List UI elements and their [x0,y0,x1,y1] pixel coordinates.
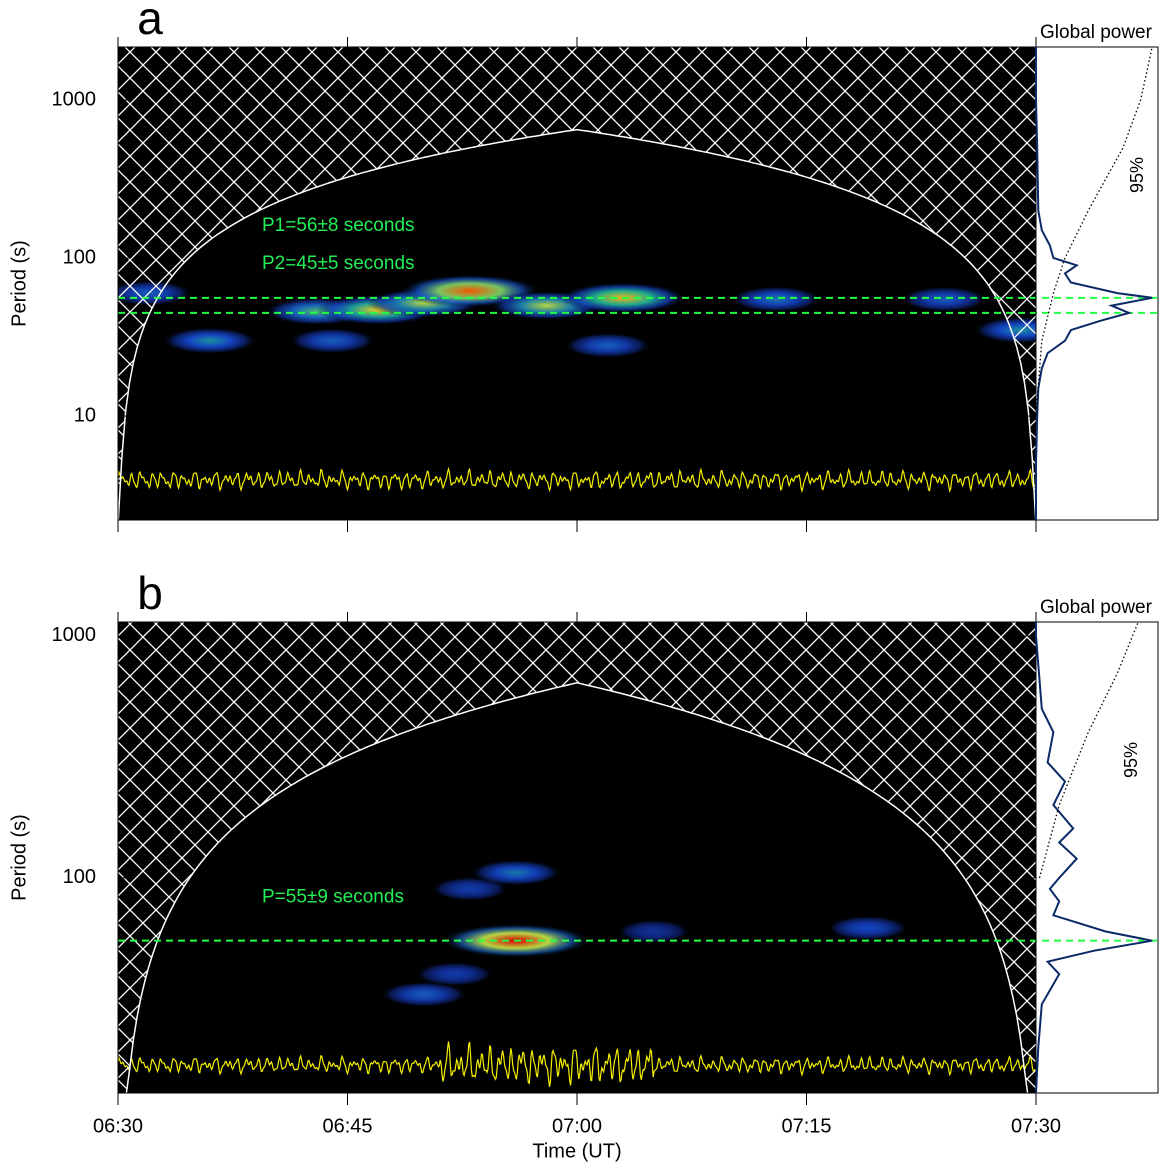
period-annotation: P1=56±8 seconds [262,215,415,236]
cone-of-influence [125,682,1029,1093]
global-title: Global power [1040,22,1153,43]
power-hotspot [900,286,988,312]
period-annotation: P2=45±5 seconds [262,253,415,274]
y-axis-label: Period (s) [8,240,30,327]
power-hotspot [288,327,376,354]
panel-label: b [137,567,163,619]
period-annotation: P=55±9 seconds [262,887,404,908]
global-power-curve [1035,47,1153,520]
power-hotspot [826,915,909,941]
significance-label: 95% [1121,742,1141,778]
panel: P=55±9 seconds 100 1000 Period (s) 06:30 06:4… [8,567,1159,1137]
power-hotspot [415,961,494,987]
y-axis-label: Period (s) [8,814,30,901]
power-hotspot [380,981,468,1008]
power-hotspot [564,332,652,359]
y-tick-label: 10 [74,404,96,426]
global-frame [1035,621,1159,1094]
global-frame [1035,46,1159,521]
global-power-curve [1035,622,1153,1094]
signal-curve [118,1041,1036,1087]
panel-label: a [137,0,163,44]
cone-hatch [118,622,1036,1093]
panel: P1=56±8 seconds P2=45±5 seconds 10 100 1000 P… [8,0,1159,532]
significance-curve [1035,46,1153,417]
y-tick-label: 1000 [52,88,97,110]
x-tick-label: 07:00 [552,1115,602,1137]
power-hotspot [470,859,562,886]
global-title: Global power [1040,597,1153,618]
y-tick-label: 100 [63,866,96,888]
power-hotspot [161,327,258,355]
y-tick-label: 100 [63,246,96,268]
y-tick-label: 1000 [52,624,97,646]
plot-area [118,47,1036,520]
cone-of-influence [118,128,1036,520]
cone-hatch [118,47,1036,520]
signal-curve [118,466,1036,494]
x-tick-label: 06:45 [322,1115,372,1137]
x-tick-label: 07:15 [781,1115,831,1137]
power-hotspot [730,285,822,313]
x-tick-label: 06:30 [93,1115,143,1137]
x-axis-label: Time (UT) [532,1140,621,1162]
significance-label: 95% [1127,157,1147,193]
power-hotspot [616,919,691,944]
x-tick-label: 07:30 [1011,1115,1061,1137]
